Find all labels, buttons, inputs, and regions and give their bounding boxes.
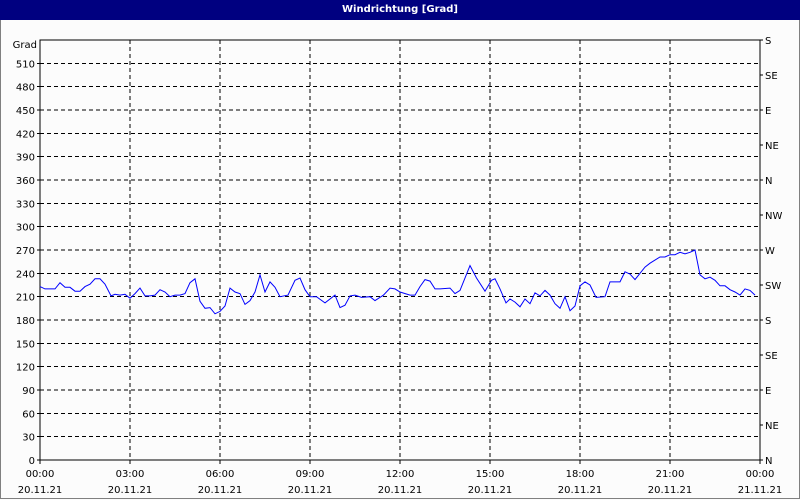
x-tick-time: 21:00 <box>656 469 685 480</box>
y-tick-label: 510 <box>16 59 35 70</box>
right-axis-label: E <box>765 386 771 397</box>
y-tick-label: 300 <box>16 223 35 234</box>
y-tick-label: 0 <box>29 456 35 467</box>
right-axis-label: E <box>765 106 771 117</box>
plot-area-border <box>39 39 761 461</box>
window-title: Windrichtung [Grad] <box>0 0 800 20</box>
y-tick-label: 390 <box>16 153 35 164</box>
y-tick-label: 360 <box>16 176 35 187</box>
y-tick-label: 450 <box>16 106 35 117</box>
x-tick-date: 20.11.21 <box>198 485 243 496</box>
x-tick-time: 00:00 <box>26 469 55 480</box>
right-axis-label: SE <box>765 71 778 82</box>
right-axis-label: SE <box>765 351 778 362</box>
y-tick-label: 150 <box>16 339 35 350</box>
y-tick-label: 240 <box>16 269 35 280</box>
x-tick-date: 20.11.21 <box>288 485 333 496</box>
right-axis-label: S <box>765 316 771 327</box>
y-tick-label: 60 <box>22 409 35 420</box>
x-tick-date: 20.11.21 <box>108 485 153 496</box>
x-tick-time: 18:00 <box>566 469 595 480</box>
x-tick-time: 12:00 <box>386 469 415 480</box>
y-tick-label: 270 <box>16 246 35 257</box>
x-tick-date: 20.11.21 <box>468 485 513 496</box>
y-tick-label: 420 <box>16 129 35 140</box>
right-axis-label: NE <box>765 141 779 152</box>
right-axis-label: N <box>765 456 772 467</box>
x-tick-time: 15:00 <box>476 469 505 480</box>
y-axis-label: Grad <box>13 40 37 51</box>
x-tick-time: 03:00 <box>116 469 145 480</box>
y-tick-label: 480 <box>16 83 35 94</box>
x-tick-time: 00:00 <box>746 469 775 480</box>
right-axis-label: S <box>765 36 771 47</box>
x-tick-date: 20.11.21 <box>18 485 63 496</box>
y-tick-label: 90 <box>22 386 35 397</box>
right-axis-label: NW <box>765 211 782 222</box>
y-tick-label: 210 <box>16 293 35 304</box>
x-tick-time: 06:00 <box>206 469 235 480</box>
y-tick-label: 120 <box>16 363 35 374</box>
x-tick-date: 20.11.21 <box>558 485 603 496</box>
right-axis-label: N <box>765 176 772 187</box>
right-axis-label: SW <box>765 281 781 292</box>
series-line-wind-direction <box>39 249 756 315</box>
right-axis-label: W <box>765 246 775 257</box>
y-tick-label: 30 <box>22 433 35 444</box>
x-tick-time: 09:00 <box>296 469 325 480</box>
x-tick-date: 20.11.21 <box>378 485 423 496</box>
x-tick-date: 20.11.21 <box>648 485 693 496</box>
y-tick-label: 180 <box>16 316 35 327</box>
x-tick-date: 21.11.21 <box>738 485 783 496</box>
right-axis-label: NE <box>765 421 779 432</box>
y-tick-label: 330 <box>16 199 35 210</box>
